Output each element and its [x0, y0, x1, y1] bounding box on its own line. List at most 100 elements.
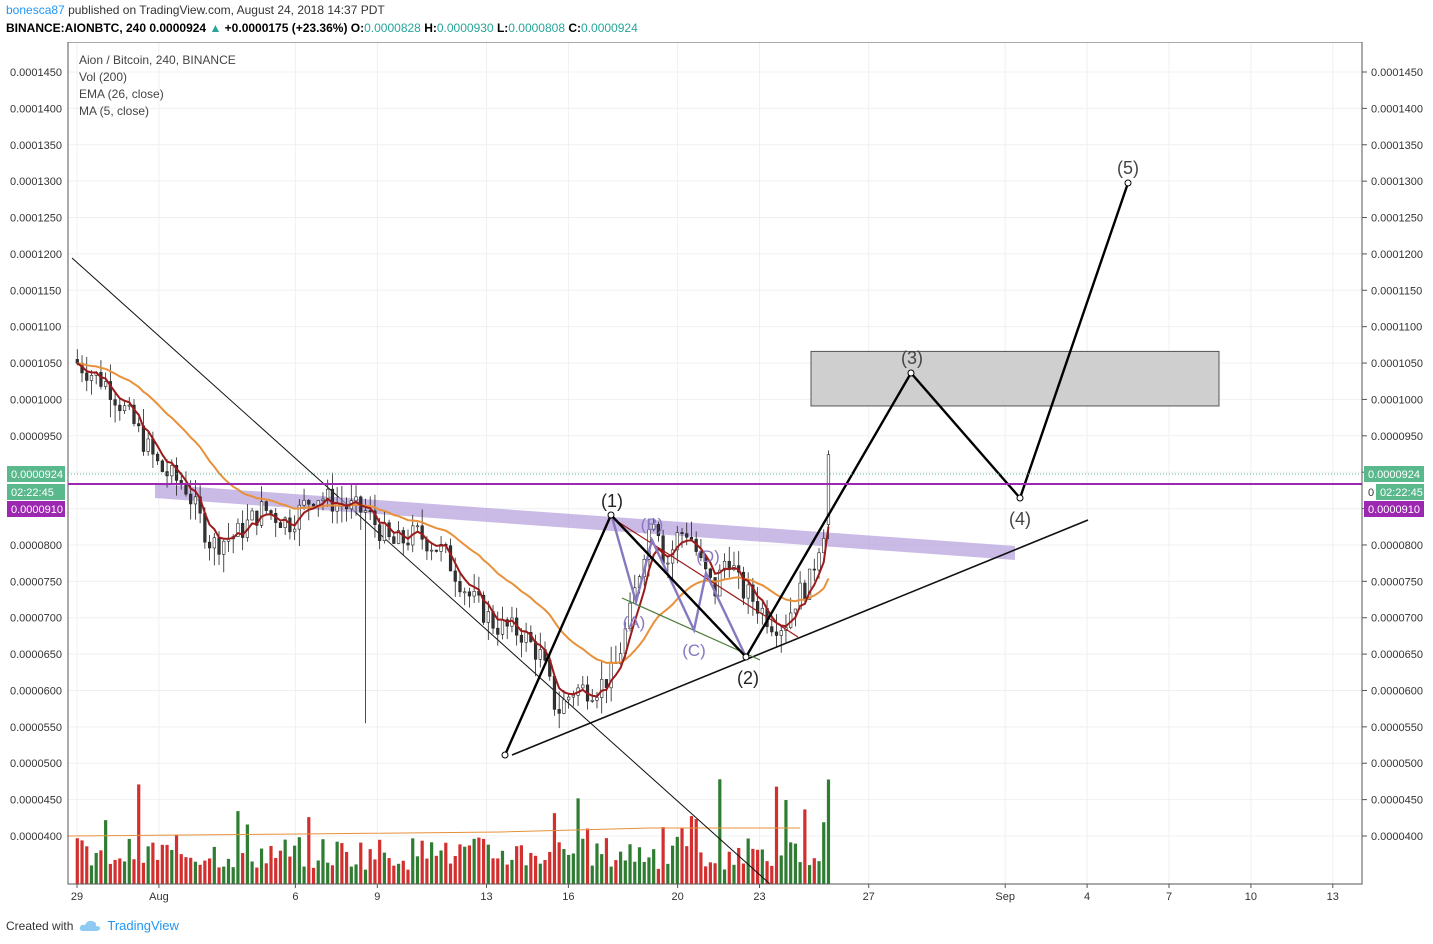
alert-badge-left-bg	[7, 501, 65, 517]
y-tick-right: 0.0001300	[1371, 176, 1423, 188]
volume-bar	[241, 853, 245, 884]
y-tick-left: 0.0000500	[10, 758, 62, 770]
volume-bar	[217, 867, 221, 884]
price-badge-left: 0.0000924	[11, 469, 63, 481]
published-text: published on TradingView.com, August 24,…	[68, 3, 385, 17]
volume-bar	[340, 843, 344, 884]
corrective-wave-path	[610, 516, 748, 658]
volume-bar	[741, 863, 746, 884]
candle-body	[557, 709, 561, 714]
legend-ma: MA (5, close)	[79, 104, 150, 118]
candle-body	[751, 584, 755, 602]
price-chart[interactable]: (1)(2)(3)(4)(5)(A)(B)(C)(D) 0.0001450 0.0…	[0, 42, 1433, 912]
countdown-badge-left: 02:22:45	[11, 487, 54, 499]
volume-bar	[236, 811, 240, 884]
countdown-badge-zero: 0	[1368, 487, 1374, 499]
wave-point	[607, 511, 615, 519]
volume-bar	[760, 849, 764, 884]
candle-body	[552, 675, 557, 710]
price-badge-right: 0.0000924	[1368, 469, 1420, 481]
candle-body	[269, 510, 273, 514]
volume-bar	[486, 844, 490, 884]
candle-body	[538, 649, 542, 660]
volume-bar	[193, 861, 198, 884]
high-label: H:	[424, 21, 437, 35]
y-tick-left: 0.0000450	[10, 795, 62, 807]
author-link[interactable]: bonesca87	[6, 3, 65, 17]
y-tick-left: 0.0001350	[10, 140, 62, 152]
candle-body	[817, 552, 821, 571]
x-tick-label: 13	[1327, 891, 1339, 903]
y-tick-left: 0.0000700	[10, 613, 62, 625]
wave-label-w4: (4)	[1009, 509, 1031, 529]
candle-body	[392, 536, 396, 544]
candle-body	[652, 524, 656, 531]
candle-body	[628, 602, 632, 630]
candle-body	[104, 381, 108, 387]
candle-body	[330, 488, 335, 512]
candle-body	[382, 522, 386, 541]
candle-body	[567, 696, 571, 701]
x-tick-label: 20	[671, 891, 683, 903]
candle-body	[439, 543, 443, 552]
candle-body	[581, 684, 585, 689]
volume-bar	[562, 849, 566, 884]
x-tick-label: 27	[863, 891, 875, 903]
volume-bar	[789, 842, 793, 884]
volume-bar	[803, 809, 807, 884]
volume-bar	[515, 846, 519, 884]
tradingview-brand[interactable]: TradingView	[107, 918, 179, 933]
wave-point	[907, 369, 915, 377]
volume-bar	[704, 866, 708, 884]
candle-body	[250, 510, 254, 521]
candle-body	[99, 372, 103, 387]
y-tick-left: 0.0000950	[10, 431, 62, 443]
volume-bar	[382, 852, 386, 884]
volume-bar	[496, 858, 500, 884]
candle-body	[774, 631, 779, 636]
y-tick-right: 0.0000450	[1371, 795, 1423, 807]
x-tick-label: 9	[374, 891, 380, 903]
volume-bar	[458, 844, 462, 884]
volume-bar	[765, 861, 769, 884]
volume-bar	[401, 860, 405, 884]
candle-body	[680, 532, 684, 534]
close-value: 0.0000924	[581, 21, 638, 35]
y-tick-left: 0.0000650	[10, 649, 62, 661]
volume-bar	[255, 867, 259, 884]
y-tick-left: 0.0000600	[10, 685, 62, 697]
volume-bar	[245, 824, 249, 884]
candle-body	[170, 465, 174, 477]
volume-bar	[826, 779, 831, 884]
volume-bar	[226, 858, 231, 884]
volume-bar	[817, 861, 821, 884]
volume-bar	[552, 813, 557, 884]
volume-bar	[533, 855, 538, 884]
candle-body	[656, 524, 660, 537]
ohlc-bar: BINANCE:AIONBTC, 240 0.0000924 ▲ +0.0000…	[6, 21, 638, 35]
volume-bar	[467, 845, 472, 884]
candle-body	[500, 619, 505, 635]
volume-bar	[576, 798, 580, 884]
wave-label-wb: (B)	[641, 515, 664, 534]
candle-body	[463, 591, 467, 594]
volume-bar	[774, 786, 779, 884]
candle-body	[174, 465, 179, 481]
volume-bar	[396, 863, 401, 884]
candle-body	[156, 453, 160, 462]
candle-body	[396, 530, 401, 544]
candle-body	[448, 545, 453, 572]
candle-body	[571, 694, 575, 698]
volume-bar	[718, 779, 722, 884]
volume-bar	[75, 838, 79, 884]
publish-info: bonesca87 published on TradingView.com, …	[6, 3, 385, 17]
volume-bar	[609, 866, 613, 884]
volume-bar	[453, 855, 457, 884]
candle-body	[600, 679, 604, 698]
volume-bar	[269, 846, 273, 884]
y-tick-left: 0.0001450	[10, 67, 62, 79]
y-tick-left: 0.0000400	[10, 831, 62, 843]
x-tick-label: 29	[71, 891, 83, 903]
candle-body	[718, 569, 722, 597]
wave-point	[501, 751, 509, 759]
